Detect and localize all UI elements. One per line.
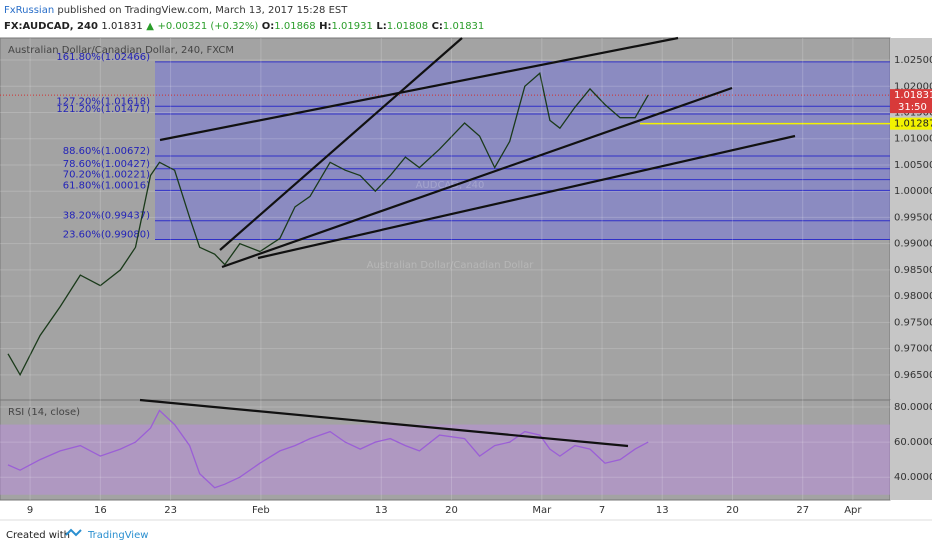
change: +0.00321 (+0.32%) [157,21,258,32]
open-label: O: [262,21,275,32]
published: published on TradingView.com, March 13, … [57,5,348,16]
series-line [7,71,649,377]
panel-background [0,399,891,501]
header-line-2: FX:AUDCAD, 240 1.01831 ▲ +0.00321 (+0.32… [4,21,484,32]
fib-zone [155,61,890,240]
y-tick-label: 0.96500 [894,370,932,381]
fib-label: 23.60%(0.99080) [63,229,150,240]
x-tick-label: 9 [27,505,33,516]
close: 1.01831 [443,21,484,32]
y-tick-label: 1.02000 [894,81,932,92]
y-tick-label: 1.00500 [894,160,932,171]
level-tag [890,117,932,130]
x-tick-label: 13 [375,505,388,516]
low: 1.01808 [387,21,428,32]
axis-background [890,400,932,500]
countdown: 31:50 [898,102,927,113]
trend-line [219,37,463,251]
y-tick-label: 1.02500 [894,55,932,66]
fib-label: 88.60%(1.00672) [63,146,150,157]
x-tick-label: Apr [844,505,862,516]
last-price-label: 1.01831 [894,90,932,101]
trend-line [159,36,679,142]
plots: 1.025001.020001.015001.010001.005001.000… [0,37,932,516]
panel-title: Australian Dollar/Canadian Dollar, 240, … [8,45,234,56]
trend-line [139,398,629,448]
logo [65,528,82,537]
x-tick-label: 13 [656,505,669,516]
y-tick-label: 0.98000 [894,291,932,302]
x-tick-label: 27 [796,505,809,516]
trend-line [221,86,733,269]
x-tick-label: 20 [445,505,458,516]
y-tick-label: 0.99500 [894,212,932,223]
high-label: H: [319,21,331,32]
symbol: FX:AUDCAD, 240 [4,21,98,32]
open: 1.01868 [274,21,315,32]
x-tick-label: 20 [726,505,739,516]
fib-label: 121.20%(1.01471) [56,104,150,115]
header-line-1: FxRussian published on TradingView.com, … [4,5,348,16]
y-tick-label: 0.97000 [894,344,932,355]
x-tick-label: 7 [599,505,605,516]
x-tick-label: 16 [94,505,107,516]
close-label: C: [432,21,443,32]
watermark: Australian Dollar/Canadian Dollar [367,260,535,271]
panel-background [0,37,891,401]
y-tick-label: 0.99000 [894,239,932,250]
rsi-band [0,424,890,495]
trend-line [257,134,796,260]
y-tick-label: 1.00000 [894,186,932,197]
y-tick-label: 0.97500 [894,317,932,328]
fib-label: 161.80%(1.02466) [56,52,150,63]
fib-label: 127.20%(1.01618) [56,96,150,107]
y-tick-label: 80.0000 [894,402,932,413]
footer-brand[interactable]: TradingView [87,530,148,541]
trend-lines [139,36,796,448]
fib-label: 78.60%(1.00427) [63,159,150,170]
y-tick-label: 1.01000 [894,134,932,145]
last: 1.01831 [101,21,142,32]
series-line [7,409,649,489]
y-tick-label: 0.98500 [894,265,932,276]
watermark: AUDCAD, 240 [416,180,485,191]
x-tick-label: 23 [164,505,177,516]
last-price-tag [890,89,932,114]
fib-label: 61.80%(1.00016) [63,180,150,191]
low-label: L: [376,21,386,32]
author[interactable]: FxRussian [4,5,54,16]
y-tick-label: 60.0000 [894,437,932,448]
x-tick-label: Mar [532,505,552,516]
arrow: ▲ [146,21,154,32]
high: 1.01931 [332,21,373,32]
footer-created: Created with [6,530,70,541]
panel-title: RSI (14, close) [8,407,80,418]
y-tick-label: 40.0000 [894,472,932,483]
fib-label: 70.20%(1.00221) [63,170,150,181]
x-tick-label: Feb [252,505,270,516]
fib-label: 38.20%(0.99437) [63,211,150,222]
level-label: 1.01287 [894,119,932,130]
